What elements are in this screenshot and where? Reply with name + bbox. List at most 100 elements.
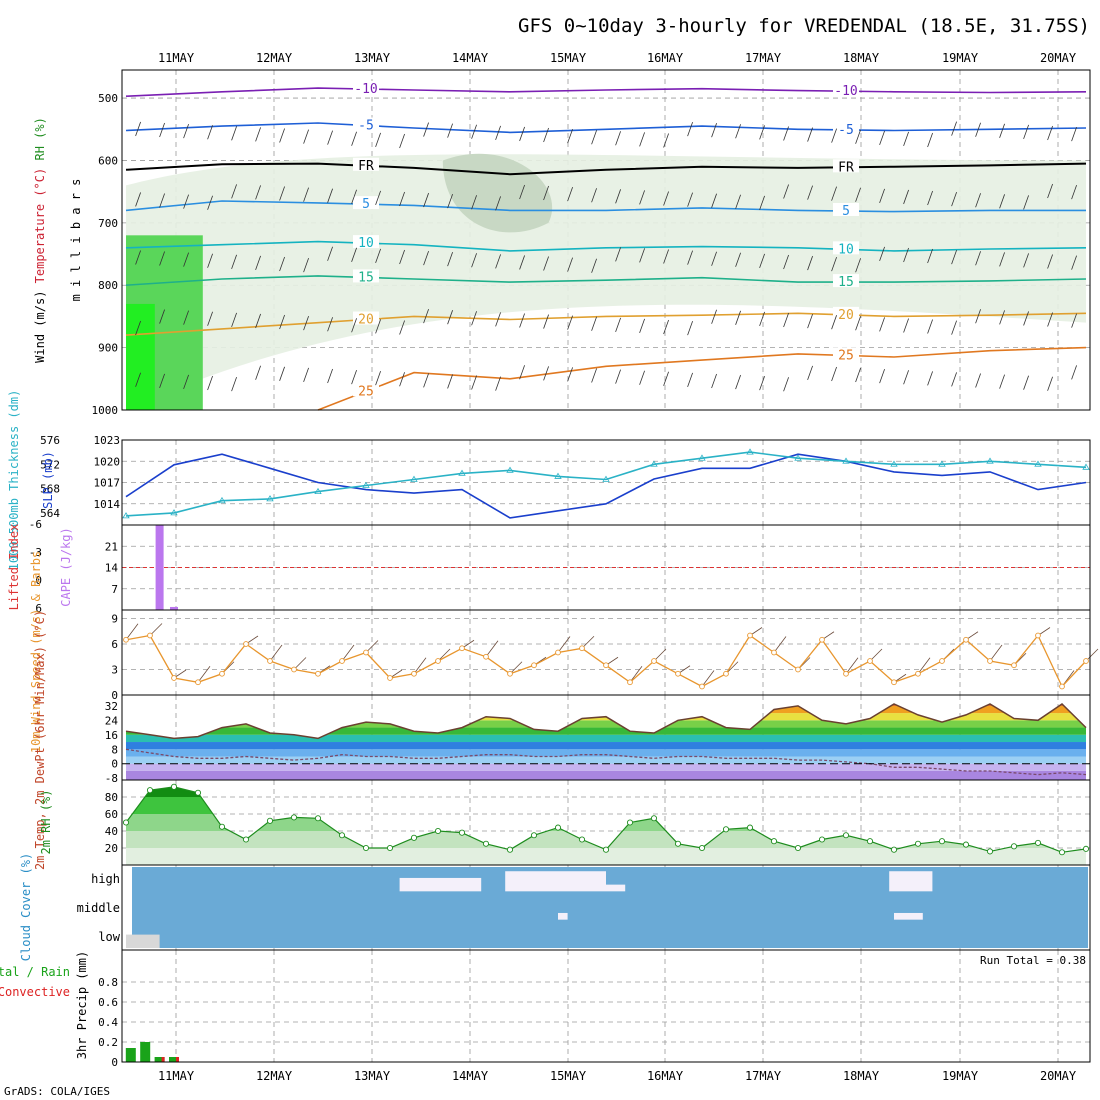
wind-point — [939, 658, 945, 664]
y-tick-label: 16 — [105, 729, 118, 742]
cloud-clear-block — [558, 912, 568, 920]
wind-barb — [927, 371, 933, 386]
wind-barb — [975, 309, 981, 324]
wind-barb — [975, 373, 981, 388]
y-tick-label-right: 1023 — [94, 434, 121, 447]
wind-barb — [543, 256, 549, 271]
wind-barb — [615, 247, 621, 262]
rh-point — [938, 838, 946, 845]
top-date-axis: 11MAY 12MAY 13MAY 14MAY 15MAY 16MAY 17MAY 18MAY… — [158, 51, 1077, 65]
y-axis-label: 2m Temp, 2m DewPt (6hr Min/Max) (°C) — [33, 610, 47, 870]
thickness-point — [458, 469, 466, 476]
wind-barb — [615, 189, 621, 204]
y-tick-label: 500 — [98, 92, 118, 105]
bottom-date-label: 16MAY — [647, 1069, 684, 1083]
upper-air-panel: -10 -10 -5 -5 FR FR 5 5 10 10 15 15 20 20 25 25 500 600 70… — [33, 69, 1091, 417]
bottom-date-label: 12MAY — [256, 1069, 293, 1083]
wind-barb — [567, 315, 573, 330]
wind-barb — [423, 192, 429, 208]
y-tick-label: 40 — [105, 825, 118, 838]
wind-barb — [207, 311, 213, 326]
top-date-label: 14MAY — [452, 51, 489, 65]
wind-barb — [711, 123, 717, 138]
rh-point — [458, 829, 466, 836]
isotherm-label-bg — [353, 269, 379, 283]
panel-background — [122, 440, 1090, 525]
y-tick-label: 80 — [105, 791, 118, 804]
wind-barb — [485, 640, 499, 657]
bottom-date-label: 18MAY — [843, 1069, 880, 1083]
top-date-label: 17MAY — [745, 51, 782, 65]
wind-barb — [879, 317, 885, 332]
y-tick-label: 800 — [98, 279, 118, 292]
thickness-line — [125, 451, 1087, 517]
temp-band — [126, 742, 1086, 750]
wind-point — [315, 670, 321, 677]
wind-barb — [783, 184, 789, 199]
wind-point — [147, 632, 153, 639]
wind-barb — [615, 317, 621, 332]
wind-point — [627, 679, 633, 686]
wind-barb — [591, 316, 597, 331]
wind-barb — [303, 367, 309, 383]
y-tick-label-li: -3 — [29, 546, 42, 559]
cloud-cover-field — [132, 867, 1088, 948]
wind-barb — [989, 644, 1003, 662]
wind-barb — [879, 130, 885, 145]
wind-barb — [351, 189, 357, 204]
legend-convective: Convective — [0, 985, 70, 999]
wind-barb — [207, 125, 213, 140]
precip-panel: 0 0.2 0.4 0.6 0.8 3hr Precip (mm) Total / Rain… — [0, 949, 1091, 1069]
wind-barb — [735, 374, 741, 390]
isotherm-line — [125, 275, 1087, 286]
rh-point — [962, 841, 970, 848]
wind-barb — [783, 254, 789, 270]
wind-barb — [663, 249, 669, 264]
wind-barb — [807, 127, 813, 142]
wind-barb — [1071, 184, 1077, 200]
temp-band — [126, 727, 1086, 735]
run-total-label: Run Total = 0.38 — [980, 954, 1086, 967]
isotherm-label-bg — [833, 241, 859, 255]
thickness-point — [122, 512, 130, 519]
isotherm-line — [125, 200, 1086, 213]
wind-barb — [663, 191, 669, 206]
wind-barb — [423, 308, 429, 324]
wind-barb — [207, 195, 213, 210]
temp-band — [126, 756, 1086, 764]
y-axis-label-li: Lifted Index — [7, 524, 21, 611]
wind-barb — [375, 190, 381, 206]
isotherm-label: 10 — [838, 242, 854, 257]
wind-barb — [591, 130, 597, 145]
y-tick-label: 0 — [111, 689, 118, 702]
wind-barb — [207, 253, 213, 268]
y-axis-title-part: Wind (m/s) — [33, 283, 47, 362]
wind-barb — [831, 128, 837, 143]
wind-barb — [711, 309, 717, 324]
wind-point — [795, 666, 801, 673]
rh-point — [650, 815, 658, 822]
top-date-label: 19MAY — [942, 51, 979, 65]
credit-label: GrADS: COLA/IGES — [4, 1085, 110, 1098]
wind-barb — [807, 365, 813, 381]
wind-barb — [1071, 313, 1077, 328]
y-axis-label-slp: SLP (mb) — [41, 451, 55, 509]
thickness-point — [650, 460, 658, 467]
wind-barb — [855, 316, 861, 331]
wind-barb — [591, 188, 597, 203]
isotherm-line — [125, 87, 1087, 97]
y-axis-label: 2m RH (%) — [39, 789, 53, 854]
wind-barb — [639, 318, 645, 334]
thickness-point — [602, 475, 610, 482]
wind-barb — [951, 372, 957, 387]
wind-barb — [917, 657, 931, 674]
wind-barb — [903, 189, 909, 205]
wind-barb — [255, 313, 261, 329]
wind-point — [603, 662, 609, 669]
wind-barb — [399, 191, 405, 207]
wind-barb — [1047, 183, 1053, 199]
wind-barb — [375, 248, 381, 264]
bottom-date-label: 11MAY — [158, 1069, 195, 1083]
isotherm-label: 5 — [362, 197, 370, 212]
wind-barb — [125, 623, 139, 640]
